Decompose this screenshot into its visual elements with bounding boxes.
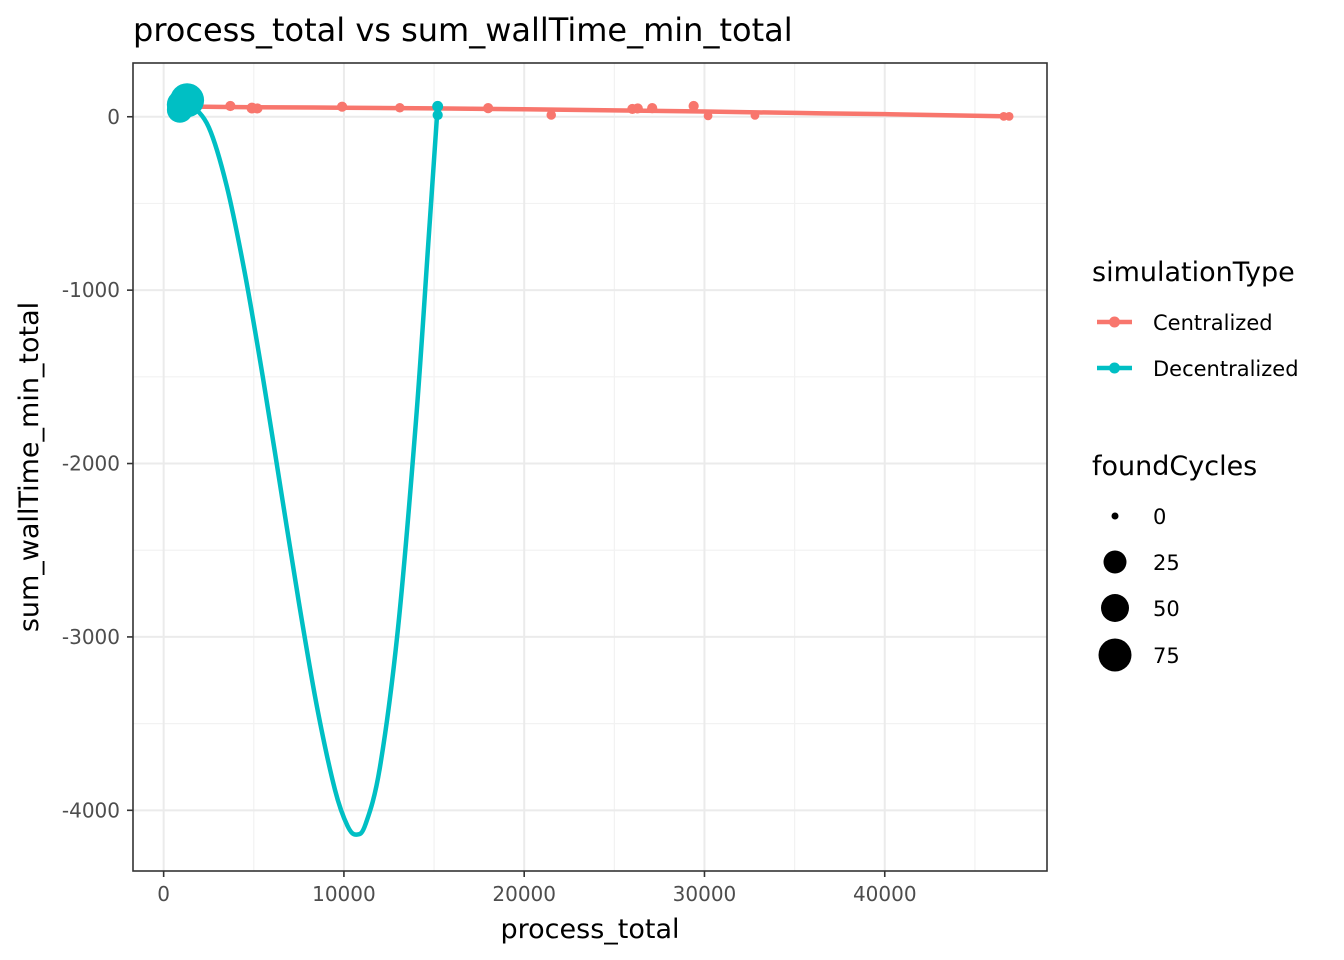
legend-found-cycles-title: foundCycles bbox=[1092, 451, 1257, 482]
data-point-centralized bbox=[337, 101, 348, 112]
data-point-centralized bbox=[225, 100, 236, 112]
y-axis-title: sum_wallTime_min_total bbox=[14, 302, 45, 632]
legend-size-0: 0 bbox=[1111, 505, 1166, 529]
grid-minor bbox=[133, 63, 1047, 871]
data-point-centralized bbox=[395, 102, 405, 113]
smooth-line-centralized bbox=[170, 104, 1012, 119]
y-tick-label: -1000 bbox=[62, 278, 120, 302]
legend-size-75: 75 bbox=[1098, 638, 1180, 672]
data-point-centralized bbox=[750, 110, 760, 120]
legend-size-25: 25 bbox=[1103, 550, 1180, 575]
x-tick-label: 20000 bbox=[492, 882, 556, 906]
plot-panel bbox=[133, 63, 1047, 871]
y-tick-label: -2000 bbox=[62, 452, 120, 476]
data-point-centralized bbox=[703, 111, 713, 121]
plot-border bbox=[132, 62, 1048, 872]
smooth-lines bbox=[170, 101, 1012, 837]
chart-title: process_total vs sum_wallTime_min_total bbox=[133, 11, 793, 49]
x-axis-ticks: 0 10000 20000 30000 40000 bbox=[157, 871, 917, 906]
data-points bbox=[166, 83, 1014, 123]
y-tick-label: 0 bbox=[107, 105, 120, 129]
legend-label-decentralized: Decentralized bbox=[1153, 357, 1299, 381]
legend-size-label-0: 0 bbox=[1153, 505, 1166, 529]
data-point-centralized bbox=[252, 103, 263, 114]
y-axis-ticks: 0 -1000 -2000 -3000 -4000 bbox=[62, 105, 133, 822]
legend-size-label-50: 50 bbox=[1153, 597, 1180, 621]
grid-major bbox=[133, 63, 1047, 871]
data-point-decentralized bbox=[432, 109, 443, 121]
legend-item-centralized: Centralized bbox=[1097, 311, 1273, 335]
data-point-centralized bbox=[632, 103, 643, 114]
x-tick-label: 40000 bbox=[853, 882, 917, 906]
data-point-centralized bbox=[688, 100, 699, 112]
legend-size-50: 50 bbox=[1101, 594, 1180, 622]
x-tick-label: 10000 bbox=[312, 882, 376, 906]
smooth-line-decentralized bbox=[177, 101, 440, 837]
data-point-centralized bbox=[483, 102, 494, 114]
data-point-centralized bbox=[1004, 112, 1014, 121]
y-tick-label: -3000 bbox=[62, 625, 120, 649]
data-point-centralized bbox=[647, 102, 658, 114]
y-tick-label: -4000 bbox=[62, 798, 120, 822]
x-tick-label: 0 bbox=[157, 882, 170, 906]
legend-size-label-75: 75 bbox=[1153, 644, 1180, 668]
x-tick-label: 30000 bbox=[673, 882, 737, 906]
data-point-decentralized bbox=[170, 83, 205, 118]
legend-simulation-type-title: simulationType bbox=[1092, 257, 1295, 288]
data-point-decentralized bbox=[432, 100, 444, 112]
x-axis-title: process_total bbox=[501, 914, 680, 945]
legend-label-centralized: Centralized bbox=[1153, 311, 1273, 335]
data-point-centralized bbox=[546, 110, 556, 120]
legend-item-decentralized: Decentralized bbox=[1097, 357, 1299, 381]
legend-size-label-25: 25 bbox=[1153, 551, 1180, 575]
